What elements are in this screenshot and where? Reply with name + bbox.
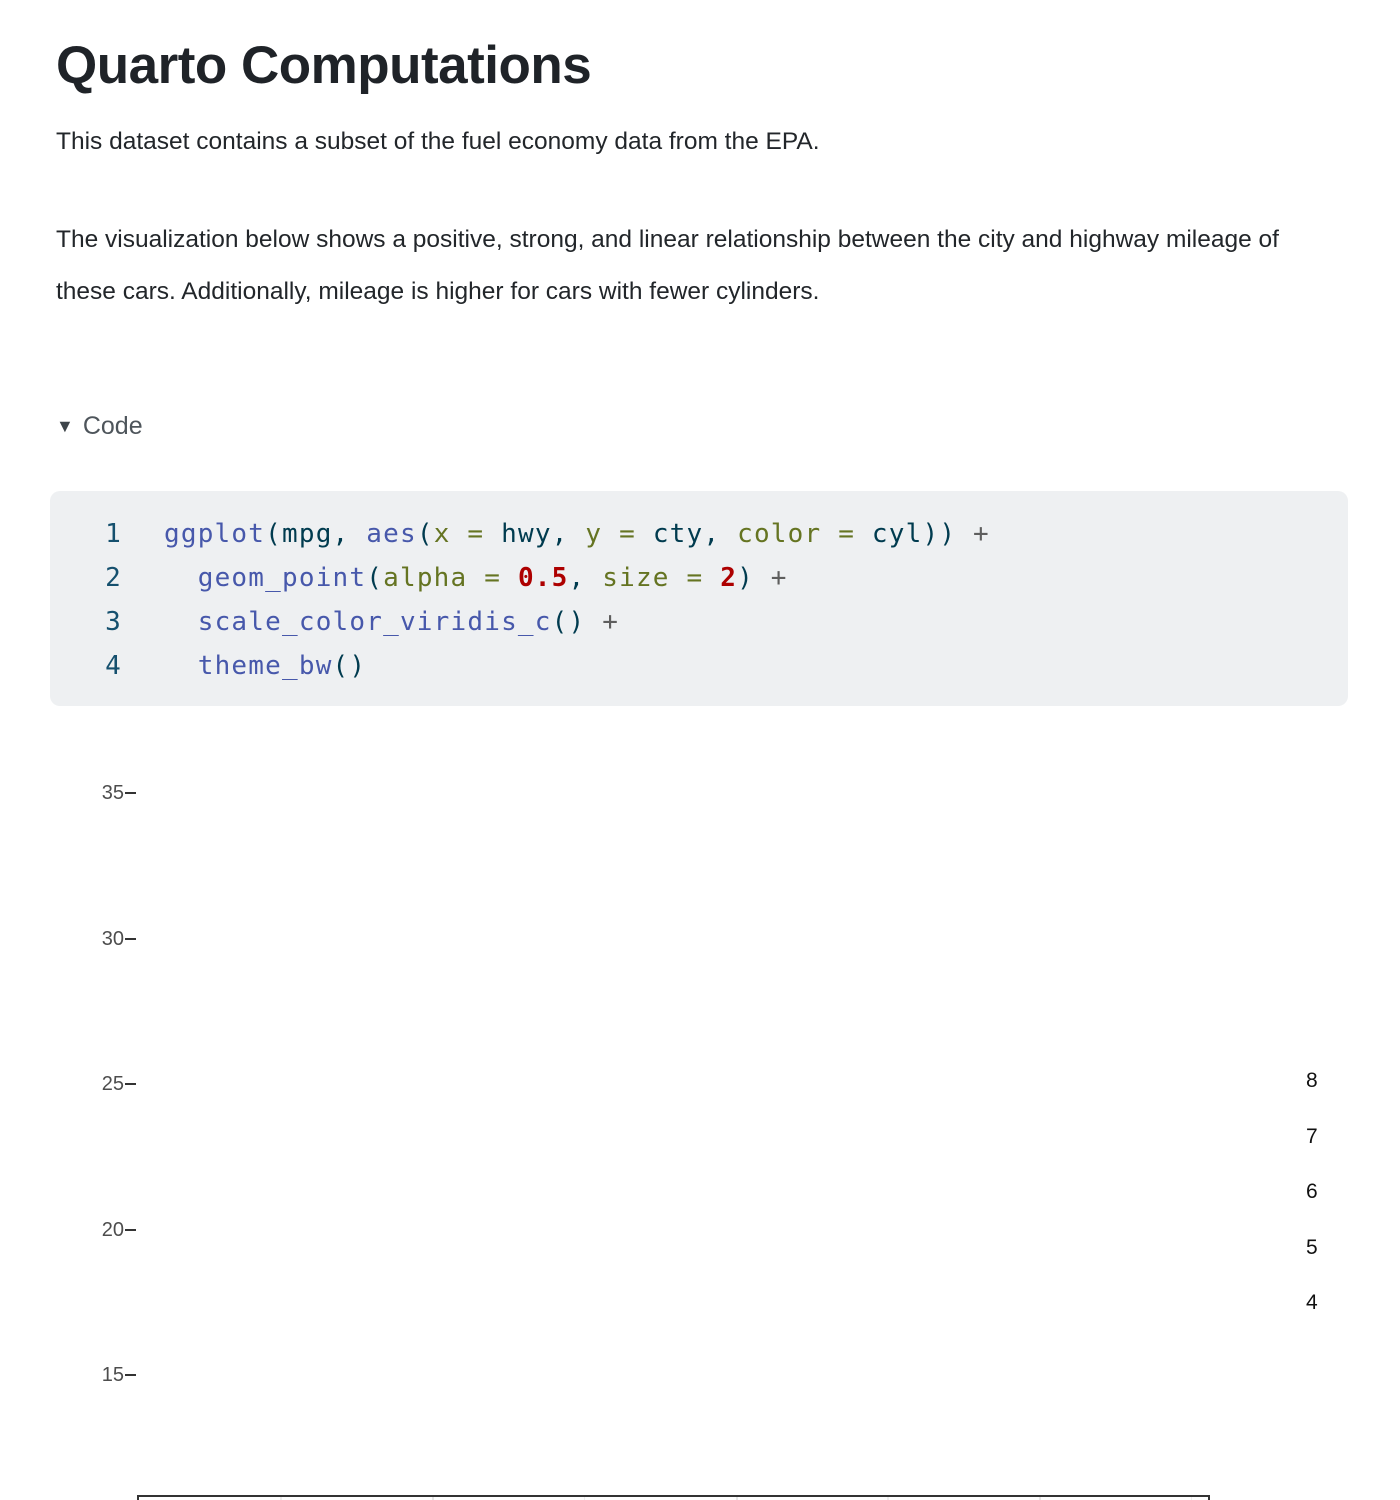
line-number: 1 xyxy=(105,519,122,549)
line-number: 3 xyxy=(105,607,122,637)
code-line: 3 scale_color_viridis_c() + xyxy=(50,600,1348,644)
legend-tick xyxy=(1286,1134,1295,1137)
collapse-triangle-icon: ▼ xyxy=(56,416,74,436)
code-line: 2 geom_point(alpha = 0.5, size = 2) + xyxy=(50,556,1348,600)
gridline-x-minor xyxy=(1190,1497,1193,1500)
gridline-x-minor xyxy=(280,1497,282,1500)
code-fold-label: Code xyxy=(82,412,143,440)
plot-panel xyxy=(137,1495,1210,1500)
code-block: 1 ggplot(mpg, aes(x = hwy, y = cty, color… xyxy=(50,491,1348,706)
y-axis-tick-label: 35 xyxy=(101,782,124,804)
gridline-x-major xyxy=(735,1497,738,1500)
intro-paragraph: This dataset contains a subset of the fu… xyxy=(56,128,820,155)
legend-tick-label: 5 xyxy=(1306,1235,1318,1259)
y-axis-tick-label: 30 xyxy=(101,927,124,950)
gridline-x-minor xyxy=(583,1497,586,1500)
description-paragraph: The visualization below shows a positive… xyxy=(56,226,1279,305)
legend-tick xyxy=(1286,1190,1295,1193)
y-axis-tick-label: 20 xyxy=(101,1218,124,1241)
y-axis-tick-label: 15 xyxy=(101,1364,124,1386)
code-line: 1 ggplot(mpg, aes(x = hwy, y = cty, color… xyxy=(50,512,1348,556)
y-axis-tick xyxy=(125,792,136,794)
y-axis-tick xyxy=(125,1083,136,1085)
code-text: geom_point(alpha = 0.5, size = 2) + xyxy=(197,563,788,593)
y-axis-tick xyxy=(125,937,136,940)
line-number: 2 xyxy=(105,563,122,593)
y-axis-tick-label: 25 xyxy=(101,1073,124,1095)
page-title: Quarto Computations xyxy=(56,36,592,95)
legend-tick-label: 4 xyxy=(1306,1291,1318,1314)
gridline-x-minor xyxy=(887,1497,889,1500)
code-fold-toggle[interactable]: ▼ Code xyxy=(56,412,143,441)
legend-tick xyxy=(1286,1245,1295,1248)
line-number: 4 xyxy=(105,651,122,681)
legend-tick xyxy=(1250,1245,1259,1248)
gridline-x-major xyxy=(1039,1497,1041,1500)
legend-tick-label: 8 xyxy=(1306,1069,1318,1092)
y-axis-tick xyxy=(125,1374,136,1376)
code-text: scale_color_viridis_c() + xyxy=(197,607,620,637)
code-text: ggplot(mpg, aes(x = hwy, y = cty, color … xyxy=(164,519,990,549)
code-text: theme_bw() xyxy=(197,651,367,681)
legend-tick-label: 6 xyxy=(1306,1180,1318,1203)
legend-tick xyxy=(1250,1190,1259,1193)
y-axis-tick xyxy=(125,1228,136,1231)
legend-tick xyxy=(1250,1134,1259,1137)
code-line: 4 theme_bw() xyxy=(50,644,1348,688)
gridline-x-major xyxy=(432,1497,434,1500)
legend-tick-label: 7 xyxy=(1306,1124,1318,1148)
